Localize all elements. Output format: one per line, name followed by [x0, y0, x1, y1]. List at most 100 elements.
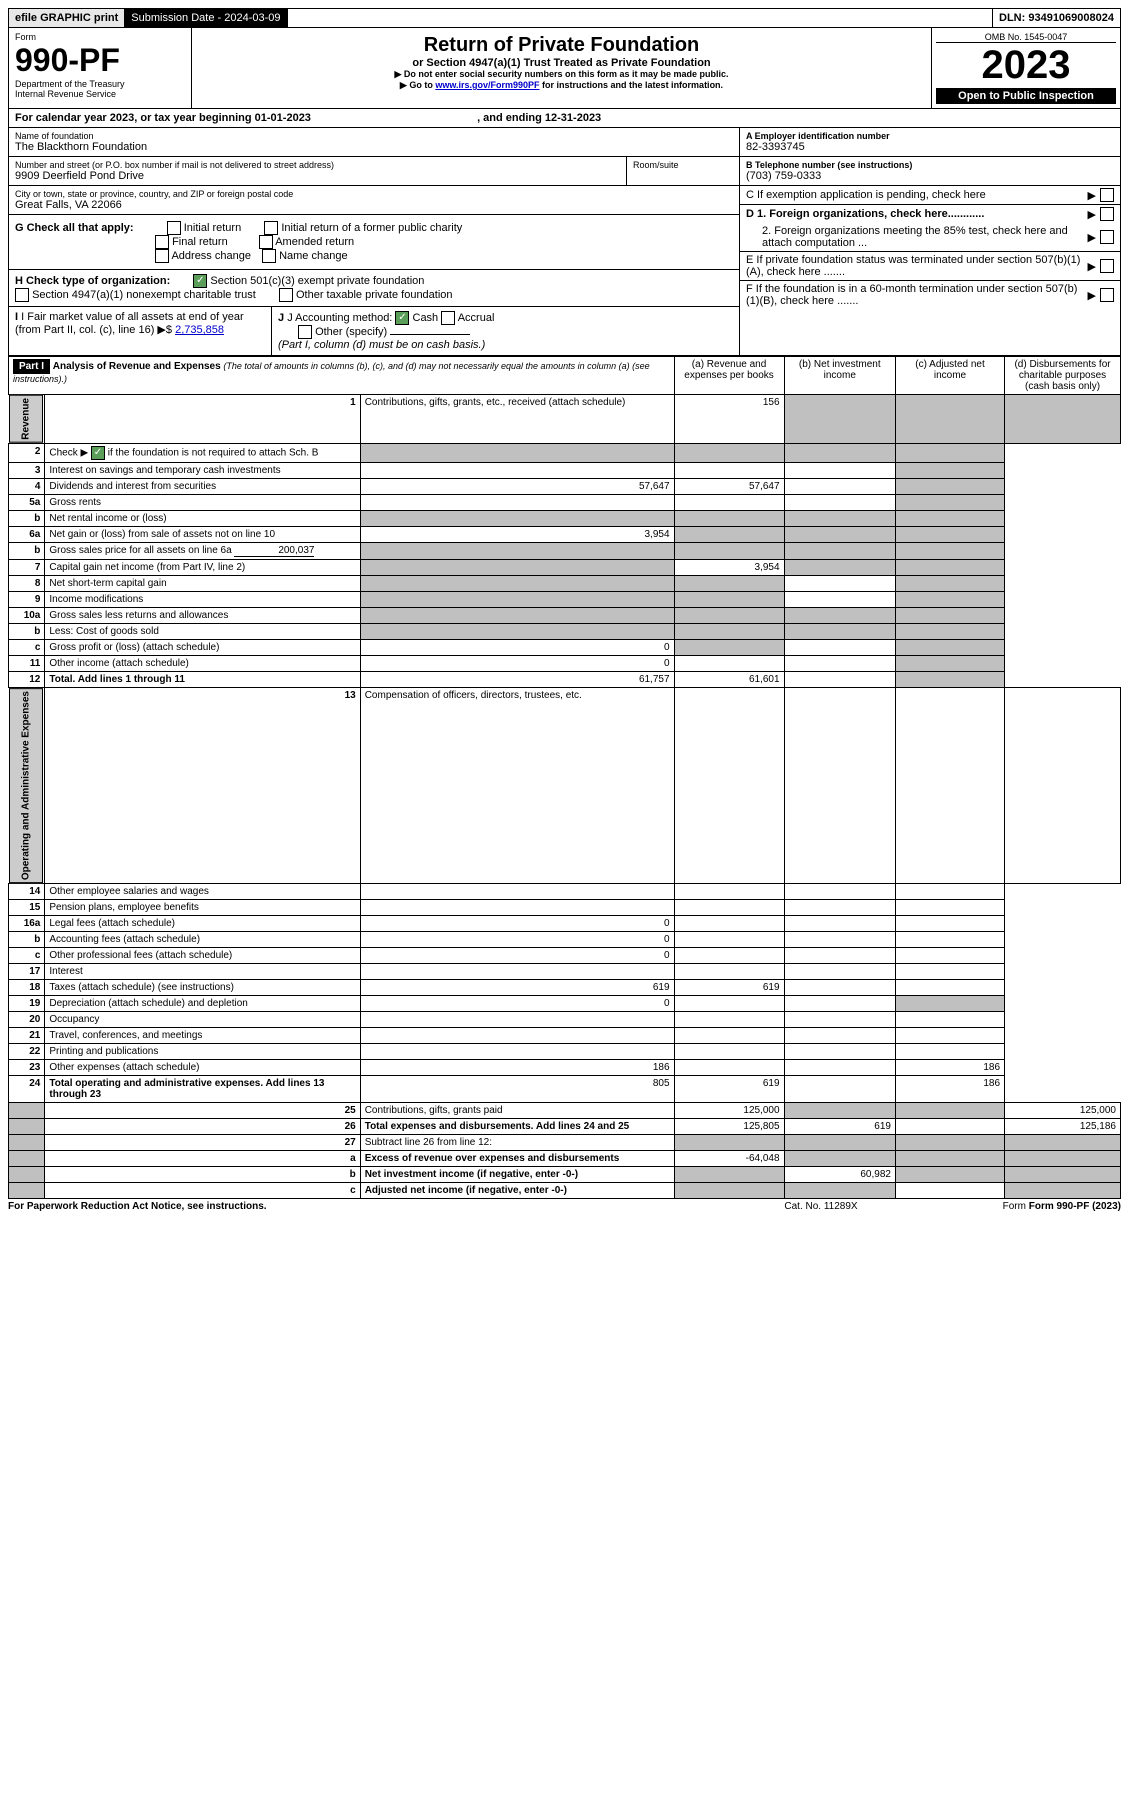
- accrual-checkbox[interactable]: [441, 311, 455, 325]
- note-ssn: ▶ Do not enter social security numbers o…: [198, 69, 925, 80]
- d1-label: D 1. Foreign organizations, check here..…: [746, 208, 1084, 220]
- r3-num: 3: [9, 462, 45, 478]
- street-address: 9909 Deerfield Pond Drive: [15, 170, 620, 182]
- j-other: Other (specify): [315, 326, 387, 338]
- c-label: C If exemption application is pending, c…: [746, 189, 1084, 201]
- instructions-link[interactable]: www.irs.gov/Form990PF: [435, 80, 539, 90]
- d2-label: 2. Foreign organizations meeting the 85%…: [746, 225, 1084, 249]
- part1-label: Part I: [13, 359, 50, 374]
- form-subtitle: or Section 4947(a)(1) Trust Treated as P…: [198, 57, 925, 69]
- r5b-desc: Net rental income or (loss): [45, 510, 360, 526]
- initial-charity-checkbox[interactable]: [264, 221, 278, 235]
- efile-label[interactable]: efile GRAPHIC print: [9, 9, 125, 27]
- g-label: G Check all that apply:: [15, 222, 134, 234]
- r27b-b: 60,982: [784, 1166, 895, 1182]
- col-b-header: (b) Net investment income: [784, 357, 895, 395]
- cash-checkbox[interactable]: ✓: [395, 311, 409, 325]
- r16c-a: 0: [360, 947, 674, 963]
- r25-num: 25: [45, 1102, 360, 1118]
- r7-num: 7: [9, 559, 45, 575]
- amended-return-checkbox[interactable]: [259, 235, 273, 249]
- top-bar: efile GRAPHIC print Submission Date - 20…: [8, 8, 1121, 28]
- tel-value: (703) 759-0333: [746, 170, 1114, 182]
- r2-num: 2: [9, 443, 45, 462]
- r1-num: 1: [45, 395, 360, 444]
- name-change-checkbox[interactable]: [262, 249, 276, 263]
- r17-desc: Interest: [45, 963, 360, 979]
- col-c-header: (c) Adjusted net income: [895, 357, 1004, 395]
- r25-desc: Contributions, gifts, grants paid: [360, 1102, 674, 1118]
- section-d1: D 1. Foreign organizations, check here..…: [740, 205, 1120, 223]
- r4-b: 57,647: [674, 478, 784, 494]
- r16a-num: 16a: [9, 915, 45, 931]
- r6b-num: b: [9, 542, 45, 559]
- r4-num: 4: [9, 478, 45, 494]
- r10c-desc: Gross profit or (loss) (attach schedule): [45, 639, 360, 655]
- r23-a: 186: [360, 1059, 674, 1075]
- part1-header-row: Part I Analysis of Revenue and Expenses …: [9, 357, 1121, 395]
- r12-num: 12: [9, 671, 45, 687]
- r1-a: 156: [674, 395, 784, 444]
- section-g: G Check all that apply: Initial return I…: [9, 214, 739, 269]
- r26-b: 619: [784, 1118, 895, 1134]
- schb-checkbox[interactable]: ✓: [91, 446, 105, 460]
- r27a-num: a: [45, 1150, 360, 1166]
- f-checkbox[interactable]: [1100, 288, 1114, 302]
- r26-a: 125,805: [674, 1118, 784, 1134]
- r15-desc: Pension plans, employee benefits: [45, 899, 360, 915]
- r18-num: 18: [9, 979, 45, 995]
- g-opt-3: Initial return of a former public charit…: [281, 222, 462, 234]
- j-label: J Accounting method:: [287, 312, 392, 324]
- g-opt-0: Initial return: [184, 222, 241, 234]
- dept-label: Department of the Treasury: [15, 79, 185, 89]
- r1-desc: Contributions, gifts, grants, etc., rece…: [360, 395, 674, 444]
- year-block: OMB No. 1545-0047 2023 Open to Public In…: [932, 28, 1120, 108]
- open-public: Open to Public Inspection: [936, 88, 1116, 104]
- r6a-desc: Net gain or (loss) from sale of assets n…: [45, 526, 360, 542]
- r18-b: 619: [674, 979, 784, 995]
- section-e: E If private foundation status was termi…: [740, 252, 1120, 281]
- form-id-block: Form 990-PF Department of the Treasury I…: [9, 28, 192, 108]
- e-label: E If private foundation status was termi…: [746, 254, 1084, 278]
- 501c3-checkbox[interactable]: ✓: [193, 274, 207, 288]
- e-checkbox[interactable]: [1100, 259, 1114, 273]
- r13-num: 13: [45, 687, 360, 883]
- d1-checkbox[interactable]: [1100, 207, 1114, 221]
- r19-desc: Depreciation (attach schedule) and deple…: [45, 995, 360, 1011]
- fmv-link[interactable]: 2,735,858: [175, 324, 224, 336]
- r27-desc: Subtract line 26 from line 12:: [360, 1134, 674, 1150]
- 4947-checkbox[interactable]: [15, 288, 29, 302]
- part1-table: Part I Analysis of Revenue and Expenses …: [8, 356, 1121, 1199]
- expenses-side-label: Operating and Administrative Expenses: [9, 688, 43, 883]
- note-link: ▶ Go to www.irs.gov/Form990PF for instru…: [198, 80, 925, 91]
- r24-num: 24: [9, 1075, 45, 1102]
- final-return-checkbox[interactable]: [155, 235, 169, 249]
- identity-grid: Name of foundation The Blackthorn Founda…: [8, 128, 1121, 356]
- address-change-checkbox[interactable]: [155, 249, 169, 263]
- address-cell: Number and street (or P.O. box number if…: [9, 157, 627, 185]
- r24-d: 186: [895, 1075, 1004, 1102]
- other-method-checkbox[interactable]: [298, 325, 312, 339]
- r5a-num: 5a: [9, 494, 45, 510]
- r27b-num: b: [45, 1166, 360, 1182]
- h-opt3: Other taxable private foundation: [296, 289, 453, 301]
- city-cell: City or town, state or province, country…: [9, 186, 739, 214]
- initial-return-checkbox[interactable]: [167, 221, 181, 235]
- r6a-a: 3,954: [360, 526, 674, 542]
- dln: DLN: 93491069008024: [993, 9, 1120, 27]
- d2-checkbox[interactable]: [1100, 230, 1114, 244]
- r23-d: 186: [895, 1059, 1004, 1075]
- footer-mid: Cat. No. 11289X: [721, 1201, 921, 1212]
- name-label: Name of foundation: [15, 131, 733, 141]
- footer-right: Form Form 990-PF (2023): [921, 1201, 1121, 1212]
- section-ij: I I Fair market value of all assets at e…: [9, 306, 739, 355]
- r12-b: 61,601: [674, 671, 784, 687]
- r23-num: 23: [9, 1059, 45, 1075]
- c-checkbox[interactable]: [1100, 188, 1114, 202]
- j-accrual: Accrual: [458, 312, 495, 324]
- h-label: H Check type of organization:: [15, 275, 170, 287]
- r16b-desc: Accounting fees (attach schedule): [45, 931, 360, 947]
- r2-desc: Check ▶ ✓ if the foundation is not requi…: [45, 443, 360, 462]
- other-taxable-checkbox[interactable]: [279, 288, 293, 302]
- ein-value: 82-3393745: [746, 141, 1114, 153]
